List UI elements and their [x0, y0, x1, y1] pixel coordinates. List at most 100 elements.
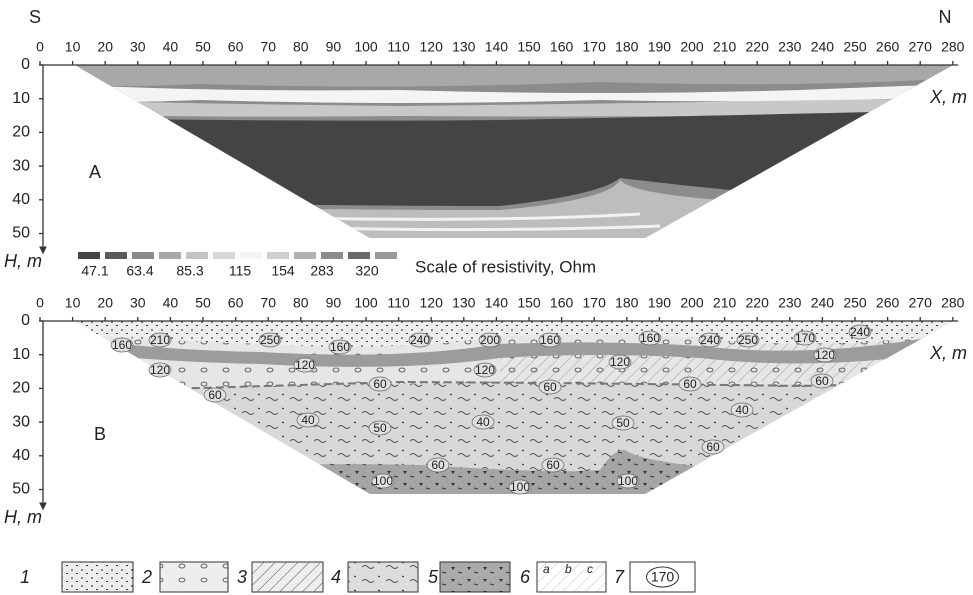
figure: S N 47.163.485.3115154283320 Scale of re… [0, 0, 973, 595]
zone-label: 100 [373, 474, 393, 488]
y-tick-label: 20 [12, 124, 30, 141]
zone-label: 60 [431, 458, 445, 472]
scale-value: 154 [271, 263, 295, 279]
x-tick-label: 190 [648, 295, 672, 311]
scale-swatch [294, 252, 316, 259]
scale-value: 320 [355, 263, 379, 279]
section-b [60, 315, 960, 500]
zone-label: 40 [476, 415, 490, 429]
x-tick-label: 150 [517, 39, 541, 55]
x-tick-label: 160 [550, 39, 574, 55]
panel-label: B [94, 424, 106, 444]
x-tick-label: 210 [713, 39, 737, 55]
zone-label: 100 [618, 474, 638, 488]
x-tick-label: 130 [452, 39, 476, 55]
x-axis-label: X, m [929, 343, 967, 363]
legend-number: 6 [520, 567, 531, 587]
zone-label: 240 [850, 325, 870, 339]
x-tick-label: 240 [811, 295, 835, 311]
x-tick-label: 260 [876, 39, 900, 55]
x-tick-label: 200 [680, 39, 704, 55]
x-tick-label: 30 [130, 295, 146, 311]
scale-swatch [186, 252, 208, 259]
x-tick-label: 250 [843, 295, 867, 311]
x-tick-label: 240 [811, 39, 835, 55]
zone-label: 250 [260, 333, 280, 347]
x-tick-label: 260 [876, 295, 900, 311]
legend-number: 1 [20, 567, 30, 587]
legend-sample: 170 [651, 569, 675, 585]
compass-north: N [939, 7, 952, 27]
x-tick-label: 50 [195, 295, 211, 311]
zone-label: 60 [683, 377, 697, 391]
x-tick-label: 140 [485, 295, 509, 311]
legend-part: c [587, 562, 593, 576]
scale-swatch [78, 252, 100, 259]
zone-label: 240 [410, 333, 430, 347]
legend-pattern [440, 562, 510, 592]
y-tick-label: 50 [12, 481, 30, 498]
legend-pattern [62, 562, 133, 592]
scale-value: 47.1 [81, 263, 108, 279]
scale-swatch [132, 252, 154, 259]
x-tick-label: 80 [293, 295, 309, 311]
scale-value: 115 [229, 263, 252, 279]
scale-swatch [348, 252, 370, 259]
x-tick-label: 70 [260, 295, 276, 311]
x-tick-label: 30 [130, 39, 146, 55]
x-tick-label: 70 [260, 39, 276, 55]
legend-pattern [348, 562, 418, 592]
x-tick-label: 190 [648, 39, 672, 55]
zone-label: 50 [373, 421, 387, 435]
x-tick-label: 20 [97, 295, 113, 311]
x-axis-label: X, m [929, 87, 967, 107]
y-tick-label: 0 [21, 56, 30, 73]
x-tick-label: 270 [909, 295, 933, 311]
scale-swatch [267, 252, 289, 259]
x-tick-label: 180 [615, 39, 639, 55]
x-tick-label: 120 [420, 295, 444, 311]
zone-label: 160 [540, 333, 560, 347]
x-tick-label: 0 [36, 39, 44, 55]
y-tick-label: 50 [12, 225, 30, 242]
zone-label: 160 [330, 340, 350, 354]
x-tick-label: 100 [354, 39, 378, 55]
zone-label: 120 [295, 358, 315, 372]
legend-number: 7 [614, 567, 625, 587]
x-tick-label: 230 [778, 295, 802, 311]
x-tick-label: 130 [452, 295, 476, 311]
x-tick-label: 220 [746, 295, 770, 311]
legend-pattern [252, 562, 323, 592]
x-tick-label: 180 [615, 295, 639, 311]
scale-value: 63.4 [126, 263, 153, 279]
x-tick-label: 10 [65, 39, 81, 55]
zone-label: 120 [475, 363, 495, 377]
x-tick-label: 210 [713, 295, 737, 311]
section-a [60, 60, 960, 245]
legend-number: 2 [141, 567, 152, 587]
x-tick-label: 90 [326, 39, 342, 55]
x-tick-label: 0 [36, 295, 44, 311]
y-axis-label: H, m [4, 251, 42, 271]
x-tick-label: 90 [326, 295, 342, 311]
x-tick-label: 60 [228, 39, 244, 55]
zone-label: 60 [706, 440, 720, 454]
scale-swatch [159, 252, 181, 259]
x-tick-label: 40 [163, 39, 179, 55]
x-tick-label: 270 [909, 39, 933, 55]
legend-number: 5 [428, 567, 439, 587]
x-tick-label: 280 [941, 295, 965, 311]
y-tick-label: 10 [12, 90, 30, 107]
compass-south: S [29, 7, 41, 27]
x-tick-label: 170 [583, 295, 607, 311]
y-tick-label: 10 [12, 346, 30, 363]
x-tick-label: 110 [387, 39, 410, 55]
x-tick-label: 150 [517, 295, 541, 311]
scale-swatch [105, 252, 127, 259]
x-tick-label: 120 [420, 39, 444, 55]
x-tick-label: 80 [293, 39, 309, 55]
zone-label: 60 [815, 374, 829, 388]
x-tick-label: 60 [228, 295, 244, 311]
zone-label: 40 [301, 413, 315, 427]
